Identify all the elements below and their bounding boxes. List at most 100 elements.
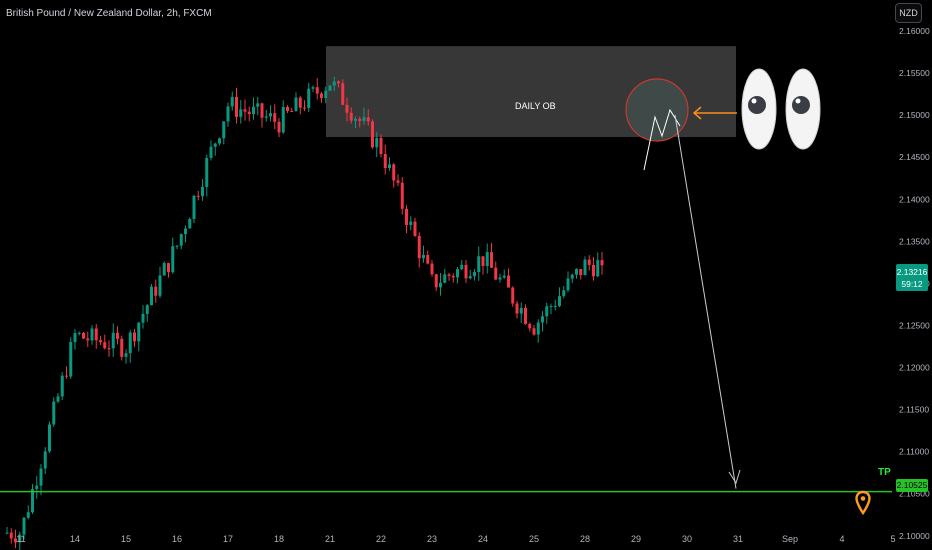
candle-body <box>426 254 430 264</box>
candle-body <box>247 111 251 115</box>
symbol-title: British Pound / New Zealand Dollar, 2h, … <box>6 8 212 19</box>
candle-body <box>35 485 39 490</box>
projection-arrow <box>674 114 737 489</box>
candle-body <box>22 517 26 535</box>
candle-body <box>141 313 145 323</box>
candle-body <box>460 264 464 270</box>
current-price-tag: 2.13216 59:12 <box>896 264 928 291</box>
candle-body <box>52 401 56 425</box>
candle-body <box>9 532 13 539</box>
candle-body <box>558 296 561 306</box>
candle-body <box>294 97 298 112</box>
price-tick-label: 2.10500 <box>899 489 930 499</box>
candle-body <box>409 221 413 225</box>
candle-body <box>116 332 119 339</box>
candle-body <box>494 267 498 280</box>
candle-body <box>226 106 230 122</box>
time-tick-label: 30 <box>682 534 692 544</box>
candle-body <box>315 87 319 94</box>
candle-body <box>320 93 323 99</box>
price-tick-label: 2.15000 <box>899 110 930 120</box>
candle-body <box>532 328 536 335</box>
map-pin-icon <box>855 490 871 516</box>
candle-body <box>158 275 162 296</box>
candle-body <box>269 113 272 117</box>
candle-body <box>184 228 187 235</box>
time-tick-label: 17 <box>223 534 233 544</box>
candle-body <box>502 275 506 278</box>
candle-body <box>430 263 434 275</box>
candle-body <box>69 342 73 377</box>
candle-body <box>417 235 421 259</box>
candle-body <box>371 121 374 148</box>
candle-body <box>167 263 170 273</box>
candle-body <box>375 137 379 148</box>
candle-body <box>456 269 459 278</box>
candle-body <box>218 138 221 144</box>
candle-body <box>239 109 243 117</box>
candle-body <box>252 106 255 115</box>
price-tick-label: 2.12000 <box>899 363 930 373</box>
candle-body <box>99 340 102 343</box>
candle-body <box>464 264 468 279</box>
current-price: 2.13216 <box>896 267 928 277</box>
candle-body <box>286 106 289 111</box>
currency-button[interactable]: NZD <box>895 3 922 23</box>
candle-body <box>222 121 226 139</box>
candle-body <box>477 256 481 273</box>
candle-body <box>192 195 196 219</box>
candle-body <box>541 316 544 323</box>
candle-body <box>65 375 68 377</box>
time-tick-label: 23 <box>427 534 437 544</box>
time-tick-label: 31 <box>733 534 743 544</box>
candle-body <box>243 109 247 112</box>
eyes-icon <box>741 68 821 150</box>
zone-label: DAILY OB <box>515 101 556 111</box>
candle-body <box>570 274 574 279</box>
candle-body <box>82 332 85 339</box>
time-tick-label: 24 <box>478 534 488 544</box>
candle-body <box>137 322 141 342</box>
orange-arrowhead <box>692 106 702 120</box>
highlight-circle <box>625 78 689 142</box>
candle-body <box>107 348 111 350</box>
candle-body <box>328 85 332 91</box>
price-tick-label: 2.16000 <box>899 26 930 36</box>
candle-body <box>175 245 179 247</box>
candle-body <box>213 143 217 147</box>
candle-body <box>145 305 149 314</box>
candle-body <box>515 303 519 314</box>
candle-body <box>103 342 107 349</box>
candle-body <box>587 259 591 265</box>
candle-body <box>362 117 366 121</box>
candle-body <box>307 88 311 108</box>
price-tick-label: 2.13500 <box>899 236 930 246</box>
candle-body <box>379 137 383 155</box>
candle-body <box>150 286 153 306</box>
candle-body <box>579 268 583 276</box>
candle-body <box>124 353 128 357</box>
candle-body <box>507 275 510 288</box>
candle-body <box>553 305 557 307</box>
candle-body <box>303 107 306 109</box>
candle-body <box>264 116 268 118</box>
candle-body <box>43 451 47 469</box>
candle-body <box>524 307 527 324</box>
candle-body <box>277 121 281 133</box>
time-tick-label: 16 <box>172 534 182 544</box>
candle-body <box>345 104 349 113</box>
m-pattern <box>643 108 681 171</box>
candle-body <box>592 264 595 277</box>
candle-body <box>128 332 132 354</box>
candle-body <box>447 274 451 276</box>
candle-body <box>73 333 77 343</box>
time-tick-label: 21 <box>325 534 335 544</box>
candle-body <box>332 81 336 86</box>
candle-body <box>481 256 485 267</box>
tp-label: TP <box>878 467 891 478</box>
candle-body <box>90 328 94 341</box>
candle-body <box>230 96 234 107</box>
time-tick-label: 22 <box>376 534 386 544</box>
candle-body <box>188 218 192 229</box>
